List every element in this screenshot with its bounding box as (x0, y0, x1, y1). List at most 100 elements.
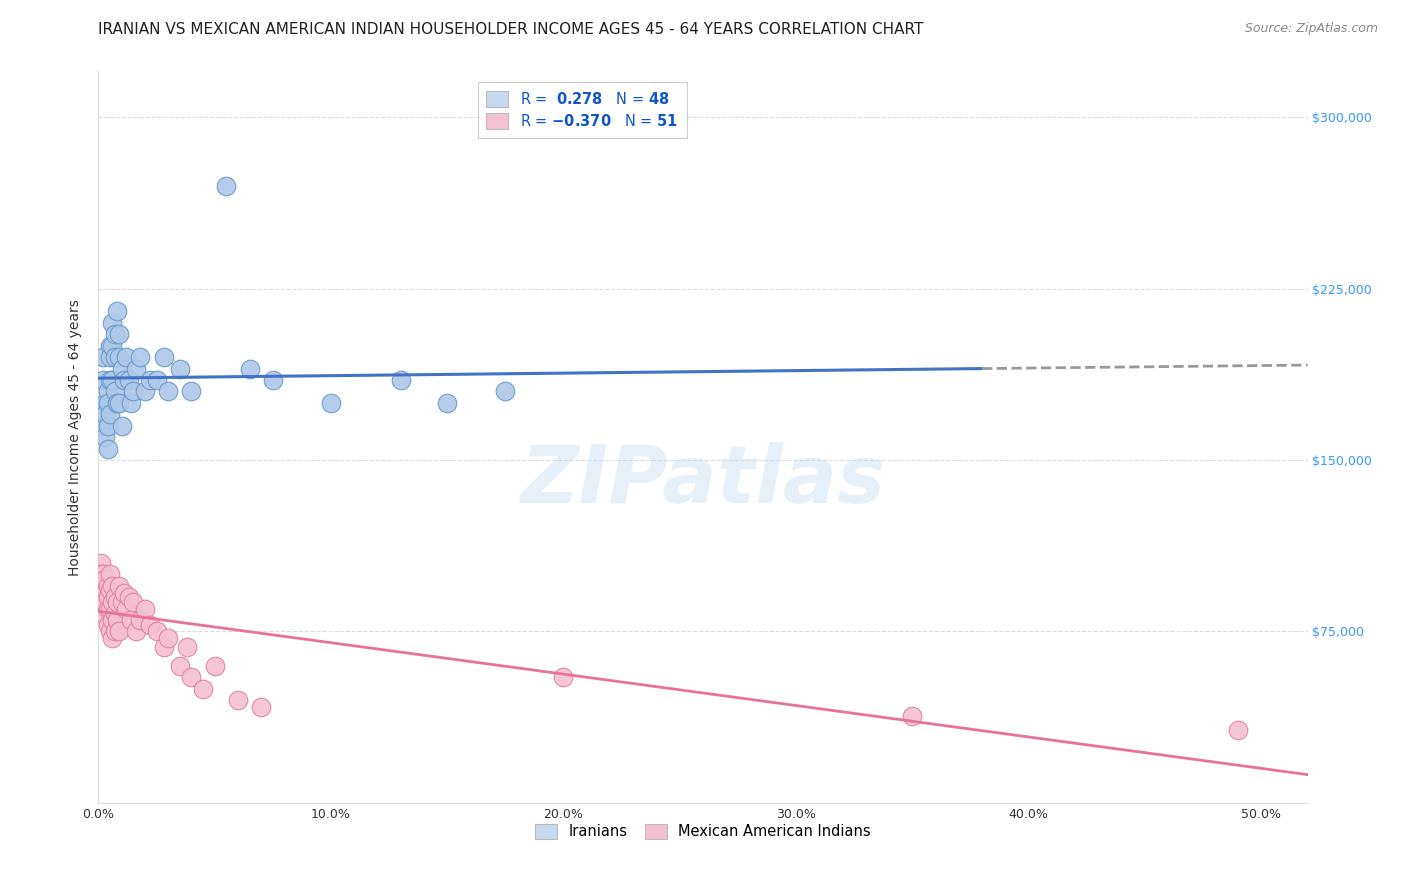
Point (101, 594, 124, 608)
Point (98, 567, 121, 582)
Point (94, 585, 117, 599)
Point (91, 590, 114, 604)
Point (90, 567, 112, 582)
Point (129, 613, 152, 627)
Point (91, 579, 114, 593)
Point (145, 373, 167, 387)
Point (152, 640, 174, 655)
Point (122, 594, 145, 608)
Point (101, 316, 124, 330)
Point (104, 624, 127, 639)
Point (1226, 723, 1249, 737)
Point (97, 418, 120, 433)
Point (105, 594, 128, 608)
Point (262, 373, 284, 387)
Point (97, 617, 120, 632)
Point (111, 594, 134, 608)
Point (101, 632, 124, 646)
Point (157, 384, 180, 399)
Point (145, 624, 167, 639)
Text: IRANIAN VS MEXICAN AMERICAN INDIAN HOUSEHOLDER INCOME AGES 45 - 64 YEARS CORRELA: IRANIAN VS MEXICAN AMERICAN INDIAN HOUSE… (98, 22, 924, 37)
Point (215, 178, 238, 193)
Point (204, 658, 226, 673)
Point (389, 373, 412, 387)
Point (98, 601, 121, 615)
Point (97, 601, 120, 615)
Point (98, 338, 121, 352)
Point (98, 373, 121, 387)
Point (120, 396, 142, 410)
Point (97, 579, 120, 593)
Point (226, 693, 249, 707)
Point (98, 350, 121, 364)
Point (94, 608, 117, 623)
Point (319, 396, 342, 410)
Point (118, 590, 141, 604)
Point (112, 585, 135, 599)
Point (176, 640, 198, 655)
Point (94, 594, 117, 608)
Point (124, 361, 146, 376)
Y-axis label: Householder Income Ages 45 - 64 years: Householder Income Ages 45 - 64 years (67, 299, 82, 575)
Point (124, 624, 146, 639)
Point (157, 632, 180, 646)
Point (90, 418, 112, 433)
Point (120, 613, 142, 627)
Point (104, 350, 127, 364)
Point (91, 350, 114, 364)
Point (97, 442, 120, 456)
Point (180, 384, 202, 399)
Point (98, 407, 121, 421)
Point (122, 384, 145, 399)
Point (494, 384, 516, 399)
Point (91, 567, 114, 582)
Point (101, 338, 124, 352)
Point (169, 361, 191, 376)
Point (94, 572, 117, 586)
Point (101, 613, 124, 627)
Point (134, 601, 156, 615)
Point (104, 606, 127, 620)
Point (108, 579, 131, 593)
Point (108, 327, 131, 342)
Point (169, 658, 191, 673)
Point (101, 579, 124, 593)
Point (901, 709, 924, 723)
Text: ZIPatlas: ZIPatlas (520, 442, 886, 520)
Point (250, 699, 273, 714)
Point (94, 407, 117, 421)
Point (97, 384, 120, 399)
Point (101, 373, 124, 387)
Point (90, 556, 112, 570)
Point (239, 361, 262, 376)
Point (129, 350, 152, 364)
Point (104, 327, 127, 342)
Point (104, 384, 127, 399)
Text: Source: ZipAtlas.com: Source: ZipAtlas.com (1244, 22, 1378, 36)
Point (191, 681, 214, 696)
Point (112, 373, 135, 387)
Point (134, 384, 156, 399)
Point (104, 590, 127, 604)
Point (138, 617, 160, 632)
Point (115, 601, 138, 615)
Point (105, 613, 128, 627)
Point (108, 396, 131, 410)
Point (94, 430, 117, 444)
Point (152, 350, 174, 364)
Point (553, 670, 575, 684)
Point (94, 396, 117, 410)
Point (97, 590, 120, 604)
Point (108, 624, 131, 639)
Point (115, 350, 138, 364)
Point (180, 670, 202, 684)
Point (111, 418, 134, 433)
Point (436, 396, 458, 410)
Point (98, 583, 121, 598)
Point (118, 373, 141, 387)
Point (98, 624, 121, 639)
Point (138, 373, 160, 387)
Point (108, 350, 131, 364)
Point (97, 396, 120, 410)
Point (111, 361, 134, 376)
